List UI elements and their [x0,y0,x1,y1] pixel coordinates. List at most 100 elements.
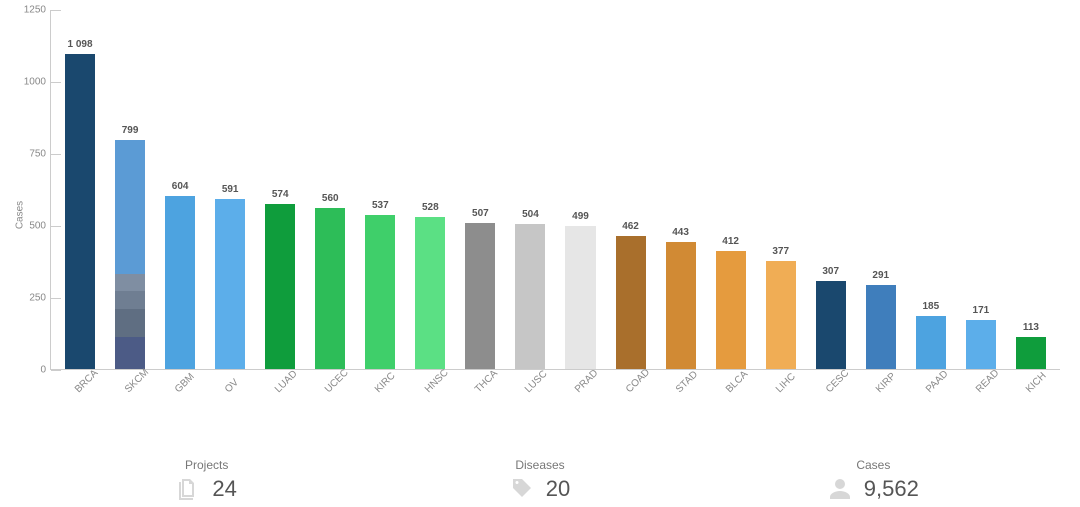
bar[interactable]: 291KIRP [856,10,906,369]
bar[interactable]: 604GBM [155,10,205,369]
bar-rect [265,204,295,369]
y-tick-label: 750 [16,149,46,160]
x-tick-label: KIRP [874,371,898,395]
bar-segment [115,337,145,369]
summary-stats: Projects 24 Diseases 20 Cases 9,562 [0,430,1080,502]
y-tick-label: 1250 [16,5,46,16]
x-tick-label: CESC [824,368,851,395]
bar-rect [866,285,896,369]
stat-cases: Cases 9,562 [707,458,1040,502]
bar[interactable]: 462COAD [606,10,656,369]
bar[interactable]: 307CESC [806,10,856,369]
stat-projects: Projects 24 [40,458,373,502]
plot-area: 1 098BRCA799SKCM604GBM591OV574LUAD560UCE… [50,10,1060,370]
bar[interactable]: 560UCEC [305,10,355,369]
bar-rect [465,223,495,369]
y-tick-label: 250 [16,293,46,304]
y-gridline [51,226,61,227]
bar[interactable]: 443STAD [656,10,706,369]
bar[interactable]: 113KICH [1006,10,1056,369]
chart-area: Cases 1 098BRCA799SKCM604GBM591OV574LUAD… [0,0,1080,430]
x-tick-label: COAD [623,367,651,395]
y-gridline [51,10,61,11]
x-tick-label: STAD [674,369,700,395]
stat-diseases-label: Diseases [373,458,706,472]
bar-segment [115,309,145,338]
bar[interactable]: 504LUSC [505,10,555,369]
bar-rect [165,196,195,369]
bar-value-label: 462 [622,221,639,232]
x-tick-label: LUSC [523,369,550,396]
bar-value-label: 443 [672,227,689,238]
bar[interactable]: 377LIHC [756,10,806,369]
bar-value-label: 377 [772,246,789,257]
bar[interactable]: 1 098BRCA [55,10,105,369]
bar-rect [816,281,846,369]
bar-value-label: 560 [322,193,339,204]
y-gridline [51,82,61,83]
x-tick-label: THCA [473,368,500,395]
stat-diseases: Diseases 20 [373,458,706,502]
x-tick-label: KIRC [373,370,398,395]
bar-value-label: 185 [922,301,939,312]
bar-rect [415,217,445,369]
bar[interactable]: 574LUAD [255,10,305,369]
x-tick-label: UCEC [323,367,351,395]
y-gridline [51,298,61,299]
x-tick-label: BLCA [724,369,750,395]
x-tick-label: OV [223,377,241,395]
bar-rect [65,54,95,369]
bar[interactable]: 528HNSC [405,10,455,369]
bar-value-label: 507 [472,208,489,219]
x-tick-label: PRAD [573,368,600,395]
stat-projects-label: Projects [40,458,373,472]
files-icon [176,477,200,501]
x-tick-label: LUAD [273,369,300,396]
bar-rect [115,140,145,369]
bar-segment [115,140,145,275]
bar[interactable]: 499PRAD [555,10,605,369]
y-gridline [51,370,61,371]
x-tick-label: KICH [1024,370,1049,395]
stat-projects-value: 24 [212,476,236,502]
y-tick-label: 1000 [16,77,46,88]
bar-value-label: 799 [122,125,139,136]
bar-value-label: 171 [973,305,990,316]
bar-rect [716,251,746,369]
bar[interactable]: 171READ [956,10,1006,369]
bar-rect [315,208,345,369]
bar-value-label: 412 [722,236,739,247]
x-tick-label: READ [974,368,1001,395]
x-tick-label: SKCM [123,367,151,395]
bar[interactable]: 412BLCA [706,10,756,369]
bar-segment [115,274,145,291]
x-tick-label: HNSC [423,367,451,395]
stat-cases-value: 9,562 [864,476,919,502]
bar-rect [565,226,595,369]
bar[interactable]: 537KIRC [355,10,405,369]
bar-value-label: 504 [522,209,539,220]
bar-value-label: 499 [572,211,589,222]
bar[interactable]: 507THCA [455,10,505,369]
bar-rect [966,320,996,369]
bar-value-label: 537 [372,200,389,211]
bar[interactable]: 591OV [205,10,255,369]
bar[interactable]: 799SKCM [105,10,155,369]
stat-cases-label: Cases [707,458,1040,472]
y-tick-label: 0 [16,365,46,376]
bar-value-label: 1 098 [68,39,93,50]
bar-segment [115,291,145,308]
x-tick-label: PAAD [924,369,951,396]
x-tick-label: LIHC [774,371,798,395]
bar-rect [616,236,646,369]
stat-diseases-value: 20 [546,476,570,502]
bar[interactable]: 185PAAD [906,10,956,369]
bar-rect [666,242,696,369]
bar-rect [215,199,245,369]
y-tick-label: 500 [16,221,46,232]
bar-value-label: 307 [822,266,839,277]
bars-container: 1 098BRCA799SKCM604GBM591OV574LUAD560UCE… [51,10,1060,369]
person-icon [828,477,852,501]
bar-value-label: 604 [172,181,189,192]
bar-rect [365,215,395,369]
